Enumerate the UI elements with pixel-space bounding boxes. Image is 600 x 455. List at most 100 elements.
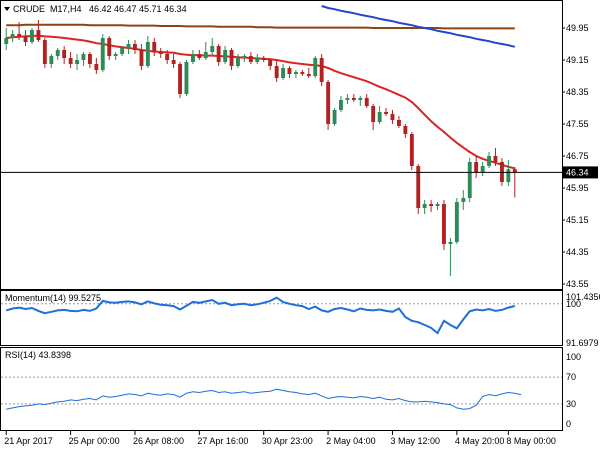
last-price-label: 46.34 xyxy=(566,167,589,177)
moving-average-line xyxy=(321,5,516,48)
candle-body xyxy=(107,38,112,56)
candle-body xyxy=(358,98,363,100)
candle-body xyxy=(345,98,350,100)
candle-body xyxy=(23,36,28,42)
candle-body xyxy=(332,110,337,124)
candle-body xyxy=(448,242,453,244)
candle-body xyxy=(100,38,105,70)
candle-body xyxy=(10,34,15,38)
price-tick-label: 44.35 xyxy=(566,247,589,257)
candle-body xyxy=(416,166,421,208)
candle-body xyxy=(17,34,22,36)
rsi-line xyxy=(6,388,522,410)
candle-body xyxy=(126,44,131,48)
candle-body xyxy=(30,30,34,42)
candle-body xyxy=(300,72,305,74)
time-tick-label: 30 Apr 23:00 xyxy=(262,436,313,446)
time-tick-label: 3 May 12:00 xyxy=(390,436,440,446)
momentum-line xyxy=(5,296,516,335)
candle-body xyxy=(229,50,234,66)
time-tick-label: 8 May 00:00 xyxy=(506,436,556,446)
rsi-tick-label: 100 xyxy=(566,352,581,362)
momentum-tick-label: 91.6979 xyxy=(566,338,599,348)
candle-body xyxy=(397,120,401,126)
price-axis: 49.95 49.15 48.35 47.55 46.75 45.95 45.15 44.35… xyxy=(562,23,589,289)
candle-body xyxy=(210,46,215,52)
time-axis: 21 Apr 2017 25 Apr 00:00 26 Apr 08:00 27 Ap… xyxy=(4,431,556,446)
candle-body xyxy=(326,82,331,124)
last-price-line: 46.34 xyxy=(1,166,598,179)
rsi-tick-label: 30 xyxy=(566,399,576,409)
candle-body xyxy=(409,134,414,166)
candle-body xyxy=(191,54,195,62)
symbol-label: CRUDE xyxy=(13,4,45,14)
candle-body xyxy=(319,58,324,82)
last-price-tag xyxy=(562,166,598,179)
candle-body xyxy=(248,56,253,62)
rsi-label: RSI(14) 43.8398 xyxy=(5,350,71,360)
chevron-down-icon[interactable] xyxy=(4,7,10,11)
candle-body xyxy=(506,169,511,182)
candle-body xyxy=(435,204,440,206)
candle-body xyxy=(429,204,434,206)
candle-body xyxy=(351,98,356,100)
candle-body xyxy=(493,156,498,162)
candle-body xyxy=(487,156,491,166)
candle-body xyxy=(313,58,318,76)
candle-body xyxy=(75,60,79,64)
price-tick-label: 45.95 xyxy=(566,183,589,193)
candle-body xyxy=(268,60,273,66)
candle-body xyxy=(55,50,60,56)
candle-body xyxy=(384,112,388,114)
candle-body xyxy=(223,50,228,62)
price-panel-frame xyxy=(0,0,563,290)
candle-body xyxy=(287,68,292,74)
candle-body xyxy=(152,42,157,52)
rsi-panel-frame xyxy=(0,347,563,431)
rsi-tick-label: 0 xyxy=(566,419,571,429)
candle-body xyxy=(364,98,369,106)
time-tick-label: 4 May 20:00 xyxy=(455,436,505,446)
time-tick-label: 25 Apr 00:00 xyxy=(69,436,120,446)
momentum-tick-label: 100 xyxy=(566,299,581,309)
chart-header: CRUDE M17,H4 46.42 46.47 45.71 46.34 xyxy=(4,4,187,14)
candle-body xyxy=(113,54,118,56)
moving-average-line xyxy=(6,34,516,170)
price-tick-label: 46.75 xyxy=(566,151,589,161)
momentum-tick-label: 101.4356 xyxy=(566,292,600,302)
candle-body xyxy=(403,126,408,134)
candle-body xyxy=(422,204,427,208)
time-tick-label: 26 Apr 08:00 xyxy=(133,436,184,446)
candle-body xyxy=(261,58,266,60)
price-tick-label: 48.35 xyxy=(566,87,589,97)
moving-averages xyxy=(6,5,516,170)
candle-body xyxy=(454,202,459,242)
rsi-tick-label: 70 xyxy=(566,372,576,382)
candle-body xyxy=(171,60,176,64)
candle-body xyxy=(145,42,150,66)
candle-body xyxy=(236,58,240,66)
candle-body xyxy=(36,30,41,40)
ohlc-values: 46.42 46.47 45.71 46.34 xyxy=(89,4,187,14)
candle-body xyxy=(442,204,446,244)
price-tick-label: 45.15 xyxy=(566,215,589,225)
candle-body xyxy=(197,54,202,58)
candle-body xyxy=(377,112,382,122)
momentum-panel-frame xyxy=(0,290,563,346)
candle-body xyxy=(339,100,343,110)
candle-body xyxy=(512,169,517,173)
time-tick-label: 21 Apr 2017 xyxy=(4,436,53,446)
candle-body xyxy=(255,58,260,62)
candle-body xyxy=(461,198,466,202)
candle-body xyxy=(474,162,479,172)
candle-body xyxy=(274,66,279,78)
candle-body xyxy=(216,46,221,62)
price-tick-label: 49.95 xyxy=(566,23,589,33)
candle-body xyxy=(281,68,285,78)
candle-body xyxy=(203,52,208,58)
candle-body xyxy=(294,72,298,74)
